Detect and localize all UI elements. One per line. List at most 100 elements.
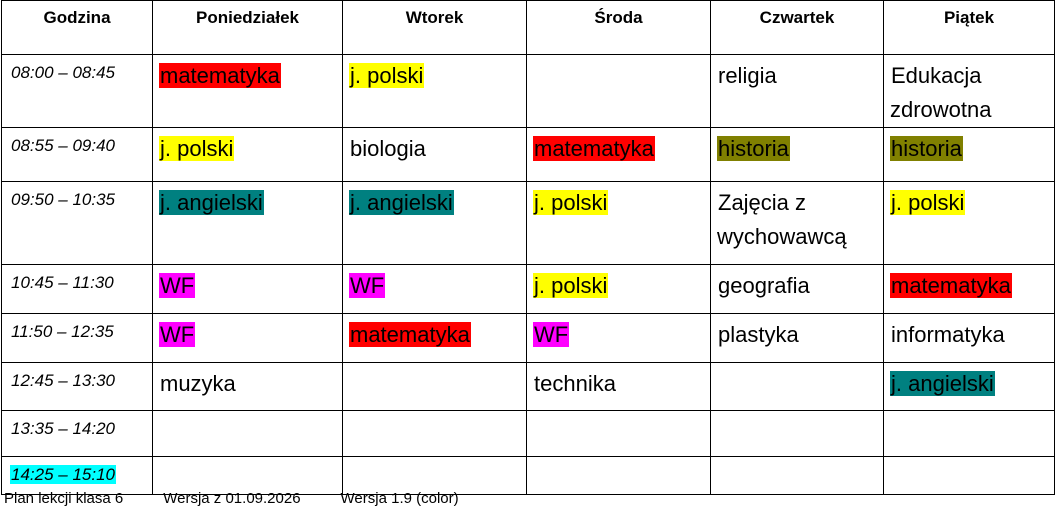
lesson-cell: matematyka <box>526 127 711 182</box>
lesson-label: historia <box>717 136 790 161</box>
footer: Plan lekcji klasa 6 Wersja z 01.09.2026 We… <box>4 490 499 507</box>
lesson-label: muzyka <box>160 371 236 396</box>
lesson-cell: matematyka <box>152 54 343 128</box>
lesson-label: j. polski <box>533 273 609 298</box>
lesson-cell: j. polski <box>342 54 527 128</box>
lesson-cell: historia <box>883 127 1055 182</box>
lesson-label: j. angielski <box>890 371 995 396</box>
lesson-label: WF <box>349 273 386 298</box>
column-header: Piątek <box>883 0 1055 55</box>
column-header: Wtorek <box>342 0 527 55</box>
lesson-cell <box>152 456 343 495</box>
lesson-cell: Edukacja zdrowotna <box>883 54 1055 128</box>
lesson-cell: muzyka <box>152 362 343 411</box>
lesson-label: geografia <box>718 273 810 298</box>
lesson-cell <box>152 410 343 457</box>
time-label: 14:25 – 15:10 <box>10 465 116 484</box>
lesson-label: WF <box>159 273 196 298</box>
lesson-cell: WF <box>152 264 343 314</box>
lesson-row: 13:35 – 14:20 <box>1 410 1055 457</box>
lesson-label: historia <box>890 136 963 161</box>
lesson-label: WF <box>159 322 196 347</box>
lesson-cell: religia <box>710 54 884 128</box>
lesson-cell: j. angielski <box>883 362 1055 411</box>
lesson-row: 12:45 – 13:30 muzyka technika j. angielski <box>1 362 1055 411</box>
time-cell: 10:45 – 11:30 <box>1 264 153 314</box>
lesson-label: matematyka <box>533 136 655 161</box>
column-header: Czwartek <box>710 0 884 55</box>
lesson-cell: technika <box>526 362 711 411</box>
lesson-cell: j. polski <box>883 181 1055 265</box>
lesson-label: j. angielski <box>159 190 264 215</box>
lesson-label: biologia <box>350 136 426 161</box>
lesson-cell <box>342 456 527 495</box>
column-header: Godzina <box>1 0 153 55</box>
lesson-cell: WF <box>342 264 527 314</box>
time-cell: 11:50 – 12:35 <box>1 313 153 363</box>
lesson-cell: j. polski <box>152 127 343 182</box>
lesson-row: 14:25 – 15:10 <box>1 456 1055 495</box>
lesson-label: j. polski <box>159 136 235 161</box>
lesson-cell: historia <box>710 127 884 182</box>
lesson-label: j. polski <box>349 63 425 88</box>
time-cell: 08:55 – 09:40 <box>1 127 153 182</box>
time-cell: 14:25 – 15:10 <box>1 456 153 495</box>
lesson-cell: Zajęcia z wychowawcą <box>710 181 884 265</box>
lesson-row: 09:50 – 10:35 j. angielski j. angielski j. … <box>1 181 1055 265</box>
lesson-label: informatyka <box>891 322 1005 347</box>
time-label: 13:35 – 14:20 <box>11 419 115 438</box>
footer-text: Wersja z 01.09.2026 <box>163 490 301 507</box>
lesson-cell <box>526 54 711 128</box>
lesson-row: 10:45 – 11:30 WF WF j. polski geografia matem… <box>1 264 1055 314</box>
lesson-cell <box>342 362 527 411</box>
lesson-cell <box>710 410 884 457</box>
lesson-cell <box>526 456 711 495</box>
lesson-cell: informatyka <box>883 313 1055 363</box>
lesson-cell: WF <box>526 313 711 363</box>
lesson-label: plastyka <box>718 322 799 347</box>
lesson-label: j. angielski <box>349 190 454 215</box>
lesson-cell <box>710 456 884 495</box>
column-header: Środa <box>526 0 711 55</box>
time-cell: 13:35 – 14:20 <box>1 410 153 457</box>
lesson-cell: matematyka <box>883 264 1055 314</box>
lesson-label: Edukacja zdrowotna <box>890 63 992 122</box>
time-label: 08:00 – 08:45 <box>11 63 115 82</box>
header-row: Godzina Poniedziałek Wtorek Środa Czwartek Pi… <box>1 0 1055 55</box>
time-cell: 09:50 – 10:35 <box>1 181 153 265</box>
footer-text: Wersja 1.9 (color) <box>340 490 459 507</box>
lesson-cell: j. angielski <box>342 181 527 265</box>
lesson-label: religia <box>718 63 777 88</box>
time-label: 09:50 – 10:35 <box>11 190 115 209</box>
lesson-row: 08:55 – 09:40 j. polski biologia matematyka… <box>1 127 1055 182</box>
time-cell: 12:45 – 13:30 <box>1 362 153 411</box>
lesson-cell: j. angielski <box>152 181 343 265</box>
lesson-cell <box>883 456 1055 495</box>
lesson-label: j. polski <box>533 190 609 215</box>
footer-text: Plan lekcji klasa 6 <box>4 490 124 507</box>
lesson-label: Zajęcia z wychowawcą <box>717 190 847 249</box>
lesson-row: 08:00 – 08:45 matematyka j. polski religia E… <box>1 54 1055 128</box>
lesson-cell <box>526 410 711 457</box>
column-header: Poniedziałek <box>152 0 343 55</box>
lesson-cell: matematyka <box>342 313 527 363</box>
lesson-cell: plastyka <box>710 313 884 363</box>
lesson-cell: biologia <box>342 127 527 182</box>
time-cell: 08:00 – 08:45 <box>1 54 153 128</box>
lesson-cell: j. polski <box>526 181 711 265</box>
lesson-label: WF <box>533 322 570 347</box>
lesson-row: 11:50 – 12:35 WF matematyka WF plastyka infor… <box>1 313 1055 363</box>
lesson-cell: WF <box>152 313 343 363</box>
lesson-cell: geografia <box>710 264 884 314</box>
time-label: 08:55 – 09:40 <box>11 136 115 155</box>
time-label: 12:45 – 13:30 <box>11 371 115 390</box>
lesson-label: j. polski <box>890 190 966 215</box>
time-label: 11:50 – 12:35 <box>11 322 114 341</box>
lesson-label: matematyka <box>349 322 471 347</box>
lesson-cell <box>342 410 527 457</box>
lesson-cell <box>710 362 884 411</box>
lesson-label: matematyka <box>890 273 1012 298</box>
time-label: 10:45 – 11:30 <box>11 273 114 292</box>
lesson-cell: j. polski <box>526 264 711 314</box>
